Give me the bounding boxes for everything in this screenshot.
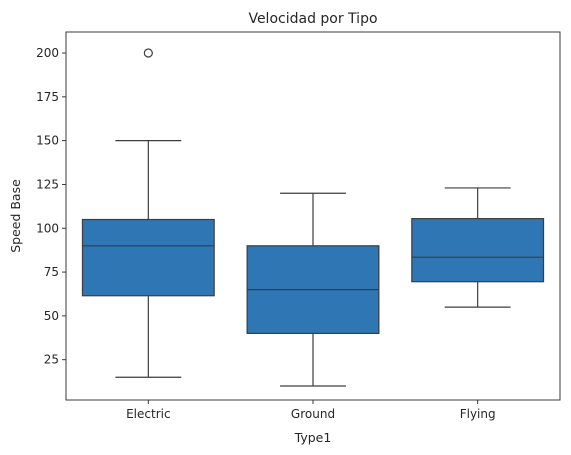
- box: [81, 218, 215, 297]
- y-tick-label: 50: [44, 309, 59, 323]
- outlier-point: [143, 48, 153, 58]
- y-tick-label: 150: [36, 134, 59, 148]
- plot-area: [81, 48, 545, 387]
- y-tick-label: 125: [36, 177, 59, 191]
- x-tick-label: Electric: [126, 407, 170, 421]
- y-axis-label: Speed Base: [8, 179, 23, 253]
- box-group-ground: [246, 192, 380, 387]
- y-tick-label: 25: [44, 353, 59, 367]
- chart-title: Velocidad por Tipo: [248, 11, 377, 27]
- x-axis: Electric Ground Flying: [126, 400, 496, 421]
- box-group-flying: [411, 187, 545, 308]
- x-tick-label: Flying: [460, 407, 496, 421]
- y-tick-label: 175: [36, 90, 59, 104]
- box: [411, 218, 545, 283]
- x-axis-label: Type1: [294, 430, 332, 445]
- y-tick-label: 200: [36, 46, 59, 60]
- y-tick-label: 100: [36, 221, 59, 235]
- x-tick-label: Ground: [291, 407, 335, 421]
- box-group-electric: [81, 48, 215, 378]
- y-axis: 25 50 75 100 125 150 175 200: [36, 46, 66, 367]
- y-tick-label: 75: [44, 265, 59, 279]
